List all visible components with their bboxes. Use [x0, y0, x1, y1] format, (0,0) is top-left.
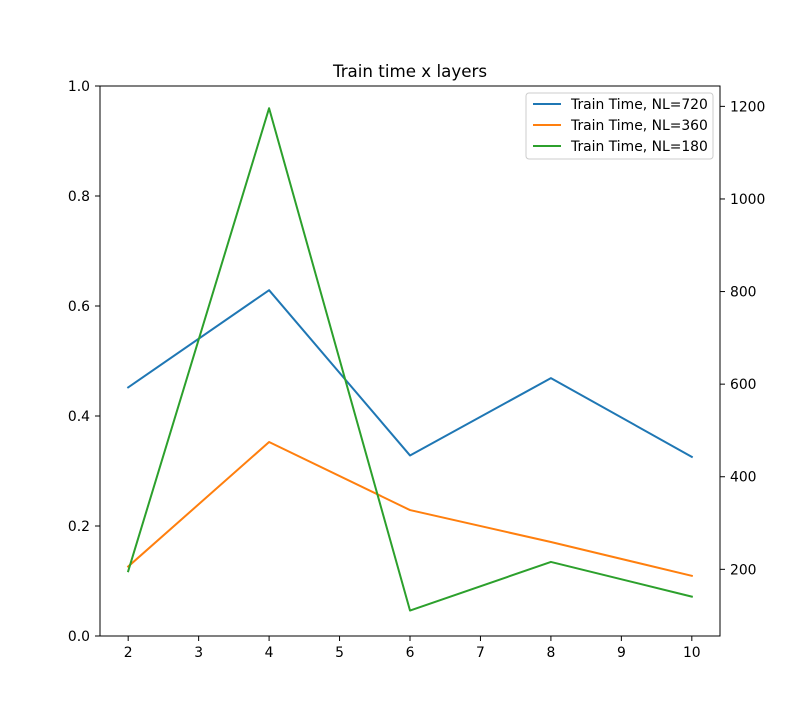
chart-title: Train time x layers — [332, 61, 487, 81]
x-tick-label: 9 — [617, 645, 626, 661]
right-y-tick-label: 1000 — [730, 192, 765, 208]
legend-label-2: Train Time, NL=360 — [570, 118, 708, 134]
right-y-tick-label: 400 — [730, 470, 757, 486]
legend-box — [525, 92, 714, 160]
right-y-tick-label: 200 — [730, 562, 757, 578]
x-tick-label: 5 — [335, 645, 344, 661]
x-tick-label: 6 — [406, 645, 415, 661]
left-y-tick-label: 0.6 — [68, 299, 90, 315]
axes-layer: 2 3 4 5 6 7 8 9 10 0.0 0.2 0.4 0.6 0.8 1.0 200 400 600 800… — [68, 79, 765, 661]
series-line-1 — [126, 289, 694, 459]
x-tick-label: 10 — [683, 645, 701, 661]
legend-label-3: Train Time, NL=180 — [570, 139, 708, 155]
x-tick-label: 8 — [546, 645, 555, 661]
left-y-tick-label: 0.4 — [68, 409, 90, 425]
left-y-tick-label: 1.0 — [68, 79, 90, 95]
right-y-tick-label: 1200 — [730, 99, 765, 115]
right-y-tick-label: 800 — [730, 285, 757, 301]
legend-label-1: Train Time, NL=720 — [570, 97, 708, 113]
series-line-2 — [126, 441, 694, 578]
legend: Train Time, NL=720 Train Time, NL=360 Trai… — [525, 92, 714, 160]
x-tick-label: 4 — [265, 645, 274, 661]
series-line-3 — [126, 107, 694, 612]
x-tick-label: 2 — [124, 645, 133, 661]
x-tick-label: 7 — [476, 645, 485, 661]
series-layer — [126, 107, 694, 612]
left-y-tick-label: 0.2 — [68, 519, 90, 535]
right-y-tick-label: 600 — [730, 377, 757, 393]
x-tick-label: 3 — [194, 645, 203, 661]
left-y-tick-label: 0.8 — [68, 189, 90, 205]
left-y-tick-label: 0.0 — [68, 629, 90, 645]
